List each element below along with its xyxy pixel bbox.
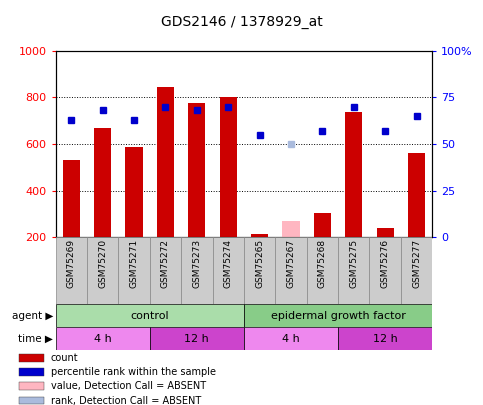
Bar [150, 327, 244, 350]
Text: rank, Detection Call = ABSENT: rank, Detection Call = ABSENT [51, 396, 201, 405]
Bar [345, 113, 362, 237]
Text: 4 h: 4 h [282, 334, 300, 344]
Bar [19, 368, 44, 376]
Text: GSM75277: GSM75277 [412, 239, 421, 288]
Text: GSM75272: GSM75272 [161, 239, 170, 288]
Bar [19, 396, 44, 405]
Text: GSM75267: GSM75267 [286, 239, 296, 288]
Bar [126, 147, 142, 237]
Text: GSM75275: GSM75275 [349, 239, 358, 288]
Bar [377, 228, 394, 237]
Text: 4 h: 4 h [94, 334, 112, 344]
Bar [275, 237, 307, 304]
Bar [220, 97, 237, 237]
Bar [213, 237, 244, 304]
Bar [181, 237, 213, 304]
Bar [338, 327, 432, 350]
Text: control: control [130, 311, 169, 321]
Bar [56, 327, 150, 350]
Text: GSM75270: GSM75270 [98, 239, 107, 288]
Bar [63, 160, 80, 237]
Text: GSM75265: GSM75265 [255, 239, 264, 288]
Text: count: count [51, 353, 79, 363]
Bar [118, 237, 150, 304]
Bar [188, 103, 205, 237]
Bar [369, 237, 401, 304]
Bar [307, 237, 338, 304]
Text: time ▶: time ▶ [18, 334, 53, 344]
Text: GSM75276: GSM75276 [381, 239, 390, 288]
Bar [338, 237, 369, 304]
Text: GSM75271: GSM75271 [129, 239, 139, 288]
Text: GSM75274: GSM75274 [224, 239, 233, 288]
Bar [157, 87, 174, 237]
Text: GSM75273: GSM75273 [192, 239, 201, 288]
Bar [244, 304, 432, 327]
Bar [244, 327, 338, 350]
Text: GSM75269: GSM75269 [67, 239, 76, 288]
Bar [150, 237, 181, 304]
Text: GDS2146 / 1378929_at: GDS2146 / 1378929_at [161, 15, 322, 29]
Text: percentile rank within the sample: percentile rank within the sample [51, 367, 216, 377]
Text: 12 h: 12 h [373, 334, 398, 344]
Text: agent ▶: agent ▶ [12, 311, 53, 321]
Bar [244, 237, 275, 304]
Bar [19, 382, 44, 390]
Text: GSM75268: GSM75268 [318, 239, 327, 288]
Bar [94, 128, 111, 237]
Bar [19, 354, 44, 362]
Bar [314, 213, 331, 237]
Text: epidermal growth factor: epidermal growth factor [270, 311, 406, 321]
Bar [401, 237, 432, 304]
Bar [56, 237, 87, 304]
Bar [251, 234, 268, 237]
Bar [408, 153, 425, 237]
Text: 12 h: 12 h [185, 334, 209, 344]
Bar [56, 304, 244, 327]
Bar [283, 221, 299, 237]
Bar [87, 237, 118, 304]
Text: value, Detection Call = ABSENT: value, Detection Call = ABSENT [51, 382, 206, 391]
